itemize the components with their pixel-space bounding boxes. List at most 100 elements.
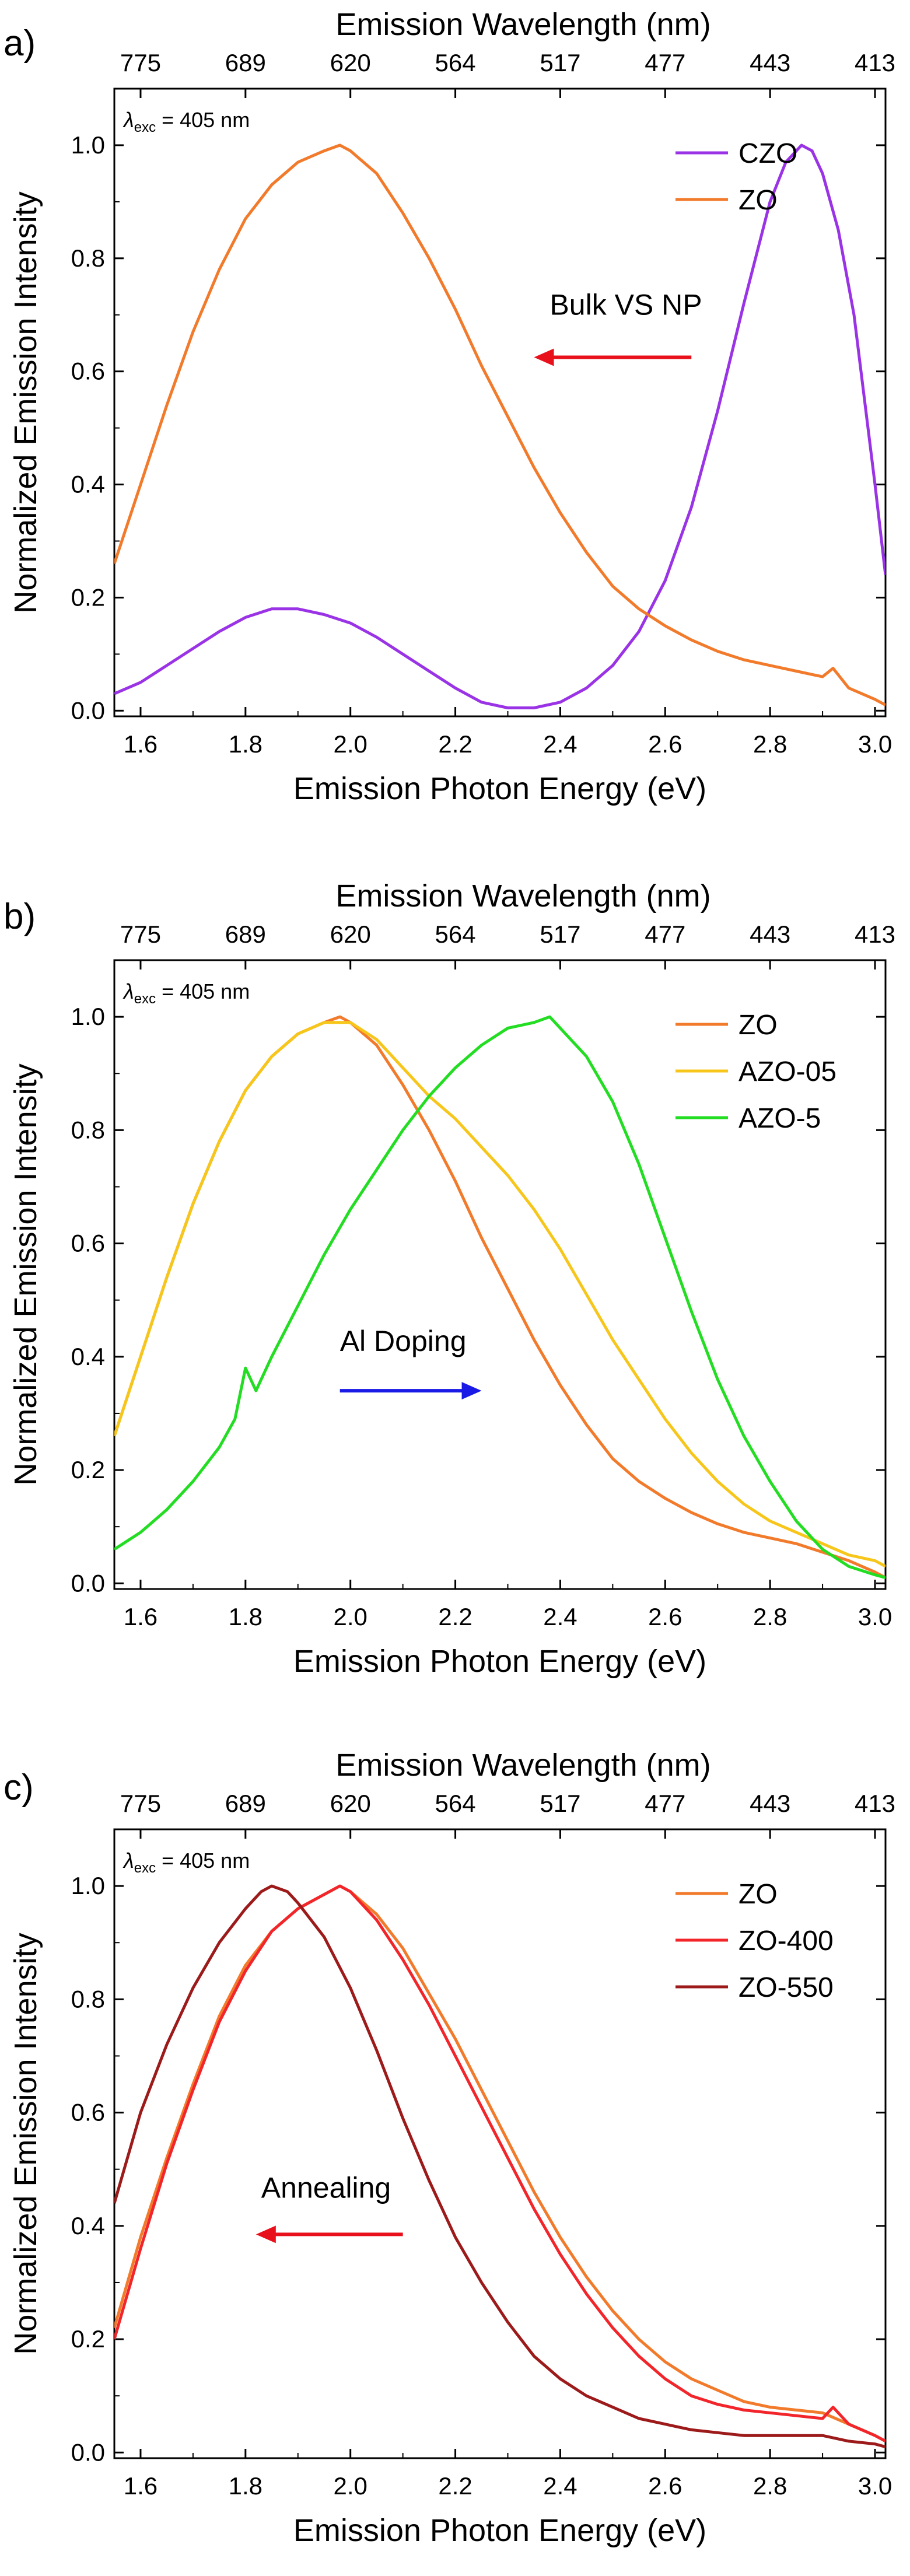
x2-tick-label: 620 [330,49,371,76]
chart-panel-3: c) Emission Wavelength (nm) Emission Photo… [4,1748,895,2548]
annotation-text: Annealing [261,2171,391,2204]
x-tick-label: 2.2 [438,730,472,758]
x-tick-label: 2.8 [753,2472,787,2500]
chart-panel-1: a) Emission Wavelength (nm) Emission Photo… [4,7,895,806]
plot-frame [113,1828,887,2459]
annotation-arrow-head [256,2225,276,2244]
x2-tick-label: 517 [540,49,580,76]
excitation-value: = 405 nm [156,1849,250,1873]
x2-tick-label: 775 [120,49,161,76]
x-tick-label: 2.0 [333,730,367,758]
x-tick-label: 2.4 [543,2472,577,2500]
legend-label: ZO [738,185,778,216]
left-axis-title: Normalized Emission Intensity [8,191,43,613]
left-axis-title: Normalized Emission Intensity [8,1933,43,2354]
x-tick-label: 1.6 [124,2472,158,2500]
excitation-value: = 405 nm [156,979,250,1003]
y-tick-label: 0.8 [71,244,105,272]
series-line-azo-5 [114,1015,886,1580]
series-line-zo [114,1015,886,1579]
bottom-axis-title: Emission Photon Energy (eV) [293,2513,706,2548]
bottom-axis-title: Emission Photon Energy (eV) [293,1644,706,1679]
x-tick-label: 2.8 [753,1603,787,1630]
x-tick-label: 3.0 [858,2472,892,2500]
series-line-azo-05 [114,1021,886,1568]
excitation-label: λexc = 405 nm [123,1849,250,1876]
panel-label: b) [4,897,36,937]
x2-tick-label: 620 [330,1790,371,1817]
bottom-axis-title: Emission Photon Energy (eV) [293,771,706,806]
panel-label: c) [4,1768,34,1808]
x-tick-label: 2.0 [333,2472,367,2500]
x2-tick-label: 443 [750,921,790,948]
left-axis-title: Normalized Emission Intensity [8,1063,43,1485]
x2-tick-label: 775 [120,1790,161,1817]
x2-tick-label: 564 [435,1790,476,1817]
excitation-subscript: exc [134,120,156,135]
x2-tick-label: 775 [120,921,161,948]
annotation-text: Al Doping [340,1325,467,1357]
x-tick-label: 3.0 [858,1603,892,1630]
top-axis-title: Emission Wavelength (nm) [335,1748,710,1783]
y-tick-label: 0.0 [71,696,105,724]
x2-tick-label: 443 [750,1790,790,1817]
y-tick-label: 0.0 [71,2438,105,2466]
x-tick-label: 2.0 [333,1603,367,1630]
series-line-czo [114,144,886,709]
x-tick-label: 1.6 [124,730,158,758]
plot-frame [113,959,887,1590]
y-tick-label: 1.0 [71,131,105,159]
x2-tick-label: 689 [225,49,266,76]
y-tick-label: 0.4 [71,1343,105,1370]
series-line-zo-400 [114,1884,886,2443]
x-tick-label: 2.4 [543,1603,577,1630]
x-tick-label: 2.2 [438,1603,472,1630]
excitation-subscript: exc [134,1860,156,1876]
plot-frame [113,88,887,718]
x2-tick-label: 517 [540,921,580,948]
legend-label: AZO-5 [738,1103,821,1134]
y-tick-label: 0.6 [71,358,105,385]
annotation-text: Bulk VS NP [550,289,702,321]
x2-tick-label: 564 [435,921,476,948]
x-tick-label: 1.8 [229,730,262,758]
x-tick-label: 1.8 [229,2472,262,2500]
excitation-lambda: λ [123,108,134,132]
annotation-arrow-head [534,348,554,366]
x-tick-label: 2.6 [648,2472,682,2500]
excitation-value: = 405 nm [156,108,250,132]
series-line-zo [114,1884,886,2443]
x2-tick-label: 477 [645,1790,685,1817]
annotation-arrow-head [461,1382,482,1400]
panel-label: a) [4,23,36,64]
excitation-lambda: λ [123,979,134,1003]
y-tick-label: 0.0 [71,1569,105,1597]
y-tick-label: 0.8 [71,1116,105,1143]
x2-tick-label: 413 [855,921,895,948]
y-tick-label: 0.2 [71,1456,105,1483]
y-tick-label: 0.8 [71,1985,105,2013]
top-axis-title: Emission Wavelength (nm) [335,878,710,914]
y-tick-label: 0.6 [71,2099,105,2126]
top-axis-title: Emission Wavelength (nm) [335,7,710,42]
y-tick-label: 0.6 [71,1230,105,1257]
y-tick-label: 1.0 [71,1872,105,1899]
x-tick-label: 2.4 [543,730,577,758]
x-tick-label: 1.6 [124,1603,158,1630]
legend-label: ZO-400 [738,1926,834,1957]
y-tick-label: 0.4 [71,2212,105,2239]
x2-tick-label: 689 [225,921,266,948]
x2-tick-label: 413 [855,1790,895,1817]
y-tick-label: 0.4 [71,471,105,498]
excitation-subscript: exc [134,991,156,1007]
x2-tick-label: 477 [645,49,685,76]
chart-panel-2: b) Emission Wavelength (nm) Emission Photo… [4,878,895,1679]
x-tick-label: 2.6 [648,1603,682,1630]
x2-tick-label: 477 [645,921,685,948]
legend-label: AZO-05 [738,1056,836,1087]
x2-tick-label: 517 [540,1790,580,1817]
x-tick-label: 1.8 [229,1603,262,1630]
x-tick-label: 2.8 [753,730,787,758]
excitation-label: λexc = 405 nm [123,979,250,1007]
